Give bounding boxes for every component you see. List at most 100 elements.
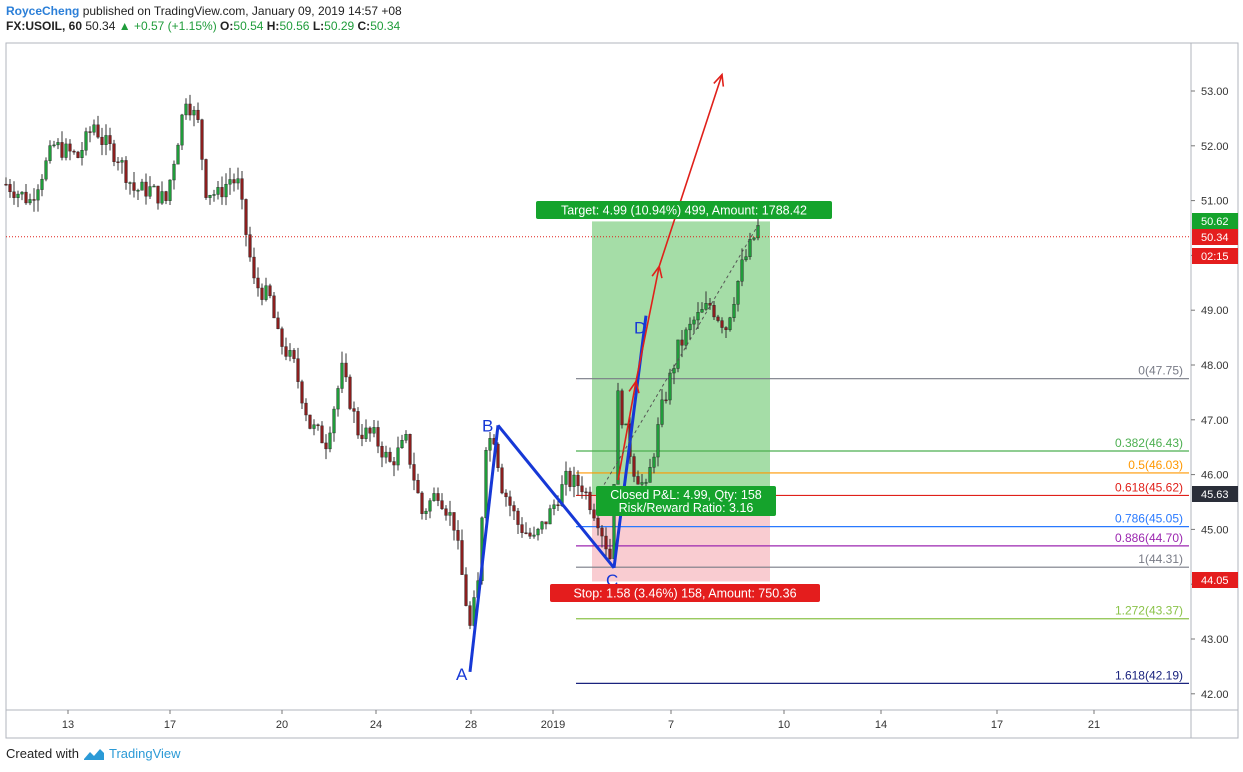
- candle-body: [660, 399, 664, 425]
- y-tick-label: 43.00: [1201, 634, 1229, 646]
- candle-body: [408, 434, 412, 465]
- candle-body: [756, 225, 760, 239]
- low-value: 50.29: [324, 19, 355, 33]
- candle-body: [676, 339, 680, 369]
- candle-body: [424, 510, 428, 514]
- pattern-leg[interactable]: [496, 424, 616, 569]
- target-label[interactable]: Target: 4.99 (10.94%) 499, Amount: 1788.…: [536, 201, 832, 219]
- fib-label: 0.382(46.43): [1115, 436, 1183, 450]
- x-tick-label: 2019: [541, 719, 565, 731]
- candle-body: [228, 179, 232, 185]
- candle-body: [284, 346, 288, 357]
- candle-body: [364, 427, 368, 439]
- entry-price-badge: 45.63: [1192, 486, 1238, 502]
- candle-body: [568, 470, 572, 487]
- candle-body: [608, 548, 612, 559]
- x-tick-label: 28: [465, 719, 477, 731]
- candle-body: [76, 151, 80, 158]
- candle-body: [44, 160, 48, 180]
- candle-body: [52, 144, 56, 147]
- author-link[interactable]: RoyceCheng: [6, 4, 80, 18]
- candle-body: [104, 135, 108, 145]
- candle-body: [596, 517, 600, 529]
- projection-arrow[interactable]: [617, 381, 637, 481]
- candle-body: [180, 114, 184, 146]
- footer: Created with TradingView: [6, 746, 181, 761]
- candle-body: [200, 119, 204, 160]
- candle-body: [132, 182, 136, 191]
- candle-body: [100, 136, 104, 145]
- candle-body: [36, 189, 40, 201]
- close-label: C:: [357, 19, 371, 33]
- candle-body: [712, 305, 716, 318]
- candle-body: [368, 427, 372, 434]
- candle-body: [564, 470, 568, 485]
- candle-body: [732, 304, 736, 318]
- candle-body: [588, 491, 592, 511]
- x-tick-label: 7: [668, 719, 674, 731]
- candle-body: [396, 447, 400, 466]
- candle-body: [720, 320, 724, 328]
- candle-body: [276, 317, 280, 329]
- candle-body: [752, 237, 756, 240]
- high-label: H:: [266, 19, 280, 33]
- candle-body: [508, 496, 512, 506]
- candle-body: [320, 425, 324, 444]
- candle-body: [92, 124, 96, 133]
- y-tick-label: 42.00: [1201, 689, 1229, 701]
- candle-body: [136, 190, 140, 192]
- candle-body: [16, 193, 20, 198]
- x-tick-label: 14: [875, 719, 887, 731]
- candle-body: [696, 312, 700, 321]
- candle-body: [724, 327, 728, 330]
- candle-body: [420, 492, 424, 514]
- fib-label: 0.5(46.03): [1128, 458, 1183, 472]
- candle-body: [460, 540, 464, 575]
- candle-body: [736, 281, 740, 305]
- x-tick-label: 17: [164, 719, 176, 731]
- candle-body: [648, 467, 652, 483]
- candle-body: [412, 464, 416, 481]
- projection-arrow[interactable]: [635, 266, 660, 382]
- candle-body: [384, 451, 388, 458]
- ohlc-line: FX:USOIL, 60 50.34 ▲ +0.57 (+1.15%) O:50…: [6, 19, 402, 34]
- chart-header: RoyceCheng published on TradingView.com,…: [6, 4, 402, 34]
- candle-body: [160, 191, 164, 204]
- svg-text:44.05: 44.05: [1201, 575, 1229, 587]
- open-label: O:: [220, 19, 234, 33]
- candle-body: [488, 438, 492, 451]
- candle-body: [632, 456, 636, 477]
- candle-body: [204, 159, 208, 198]
- candle-body: [156, 185, 160, 204]
- candle-body: [116, 161, 120, 163]
- publish-line: RoyceCheng published on TradingView.com,…: [6, 4, 402, 19]
- stop-label[interactable]: Stop: 1.58 (3.46%) 158, Amount: 750.36: [550, 584, 820, 602]
- y-tick-label: 47.00: [1201, 415, 1229, 427]
- candle-body: [308, 414, 312, 429]
- candle-body: [728, 317, 732, 330]
- candle-body: [224, 183, 228, 198]
- projection-arrow[interactable]: [658, 74, 723, 267]
- symbol-label[interactable]: FX:USOIL, 60: [6, 19, 83, 33]
- x-tick-label: 21: [1088, 719, 1100, 731]
- candle-body: [140, 181, 144, 191]
- x-tick-label: 13: [62, 719, 74, 731]
- candle-body: [8, 184, 12, 193]
- candle-body: [400, 440, 404, 449]
- pnl-text: Closed P&L: 4.99, Qty: 158: [610, 488, 762, 502]
- candle-body: [312, 424, 316, 429]
- pattern-leg[interactable]: [468, 425, 500, 673]
- candle-body: [196, 109, 200, 120]
- x-tick-label: 17: [991, 719, 1003, 731]
- candle-body: [248, 234, 252, 258]
- fib-label: 1.618(42.19): [1115, 668, 1183, 682]
- candle-body: [452, 512, 456, 531]
- candle-body: [40, 178, 44, 190]
- close-value: 50.34: [370, 19, 401, 33]
- candle-body: [520, 524, 524, 533]
- candle-body: [20, 191, 24, 195]
- candle-body: [504, 492, 508, 498]
- tradingview-brand[interactable]: TradingView: [108, 746, 181, 761]
